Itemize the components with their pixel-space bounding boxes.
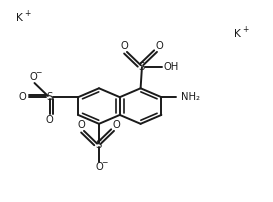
Text: O: O: [77, 120, 85, 130]
Text: K: K: [234, 29, 241, 39]
Text: O: O: [46, 115, 54, 125]
Text: O: O: [156, 41, 164, 51]
Text: S: S: [46, 92, 53, 102]
Text: NH₂: NH₂: [180, 92, 200, 102]
Text: OH: OH: [164, 62, 179, 72]
Text: O: O: [18, 92, 26, 102]
Text: S: S: [139, 62, 145, 72]
Text: +: +: [242, 25, 249, 34]
Text: O: O: [29, 72, 37, 82]
Text: O: O: [113, 120, 121, 130]
Text: S: S: [96, 140, 102, 150]
Text: −: −: [101, 158, 108, 167]
Text: O: O: [120, 41, 128, 51]
Text: −: −: [35, 68, 41, 77]
Text: O: O: [95, 162, 103, 172]
Text: K: K: [16, 13, 23, 23]
Text: +: +: [24, 9, 31, 18]
